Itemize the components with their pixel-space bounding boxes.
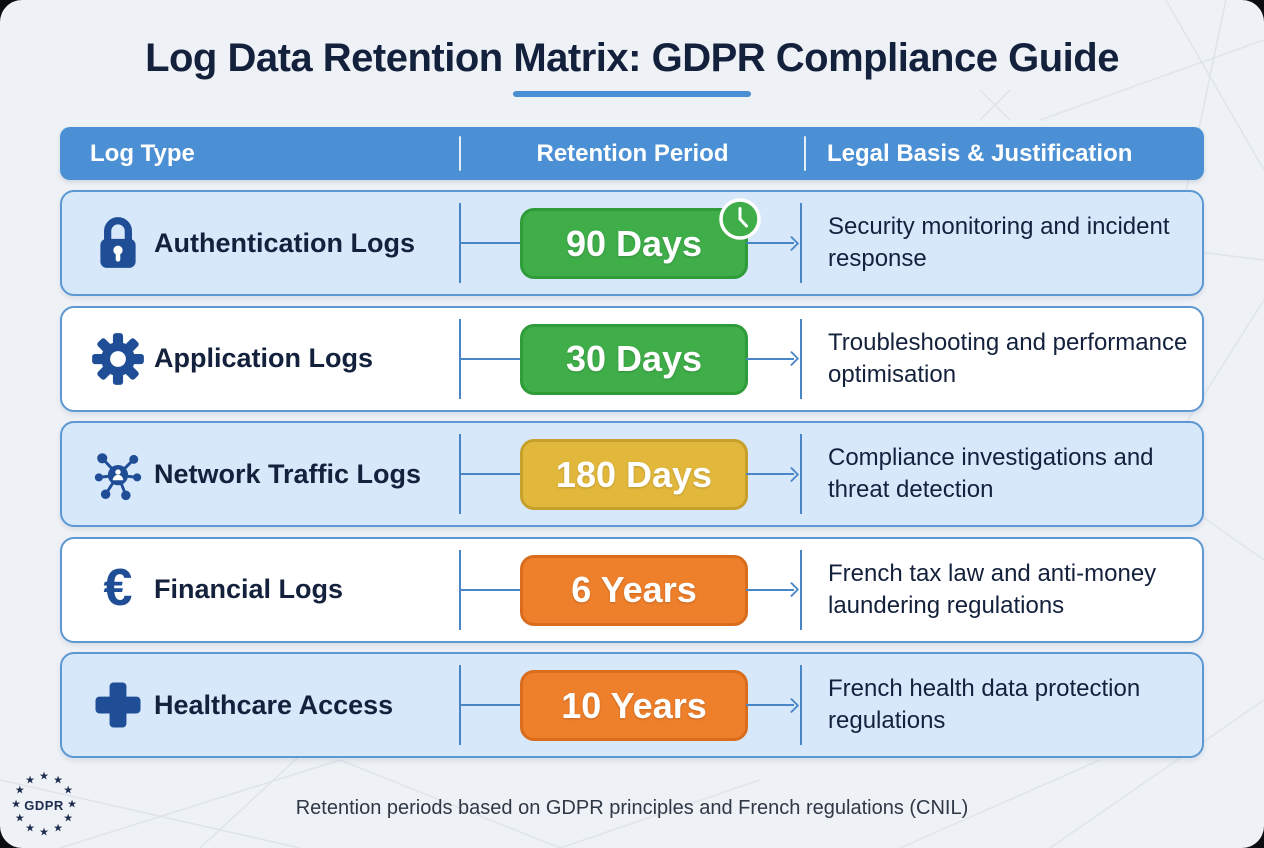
star-icon: ★ [14, 812, 25, 825]
retention-badge: 6 Years [520, 554, 748, 626]
clock-icon [719, 198, 761, 240]
arrow-right-icon [783, 466, 800, 482]
lock-icon [88, 192, 148, 294]
log-type-label: Authentication Logs [154, 227, 415, 258]
star-icon: ★ [53, 822, 63, 835]
table-row: Authentication Logs 90 Days Security mon… [60, 190, 1204, 296]
connector-line [461, 473, 520, 475]
retention-badge-label: 30 Days [565, 338, 703, 379]
star-icon: ★ [63, 812, 74, 825]
row-divider [800, 549, 802, 630]
row-divider [459, 318, 461, 399]
row-divider [459, 203, 461, 283]
gdpr-eu-stars-badge: GDPR ★ ★ ★ ★ ★ ★ ★ ★ ★ ★ ★ ★ [11, 770, 77, 839]
connector-line [746, 473, 794, 475]
footer-note: Retention periods based on GDPR principl… [295, 797, 969, 819]
connector-line [461, 242, 520, 244]
row-divider [459, 434, 461, 514]
row-divider [800, 665, 802, 745]
log-type-label: Healthcare Access [154, 689, 394, 720]
table-row: Healthcare Access 10 Years French health… [60, 652, 1204, 758]
justification-text: French health data protection regulation… [828, 675, 1141, 734]
table-body: Authentication Logs 90 Days Security mon… [60, 190, 1204, 758]
connector-line [746, 588, 794, 591]
retention-badge-label: 10 Years [561, 684, 707, 726]
connector-line [746, 357, 794, 360]
retention-badge: 90 Days [520, 208, 748, 279]
cross-icon [88, 654, 148, 756]
network-icon [88, 423, 148, 525]
star-icon: ★ [25, 822, 35, 835]
header-separator [804, 136, 806, 171]
retention-badge-label: 6 Years [571, 569, 697, 610]
table-header-row: Log Type Retention Period Legal Basis & … [60, 127, 1204, 180]
justification-text: Troubleshooting and performance optimisa… [828, 328, 1188, 388]
retention-badge-label: 90 Days [565, 222, 703, 264]
arrow-right-icon [783, 235, 800, 251]
connector-line [461, 357, 520, 360]
star-icon: ★ [11, 798, 21, 811]
retention-badge-label: 180 Days [555, 453, 713, 495]
star-icon: ★ [63, 784, 74, 797]
column-header-legal-basis: Legal Basis & Justification [827, 139, 1133, 167]
page-title: Log Data Retention Matrix: GDPR Complian… [145, 36, 1119, 80]
log-type-label: Application Logs [154, 343, 373, 373]
row-divider [800, 434, 802, 514]
title-underline [513, 91, 751, 97]
row-divider [800, 203, 802, 283]
gear-icon [88, 308, 148, 410]
retention-badge: 30 Days [520, 323, 748, 395]
star-icon: ★ [53, 774, 63, 787]
star-icon: ★ [25, 774, 35, 787]
euro-icon: € [88, 539, 148, 641]
justification-text: Security monitoring and incident respons… [828, 213, 1170, 272]
star-icon: ★ [39, 770, 49, 783]
log-type-label: Network Traffic Logs [154, 458, 422, 489]
star-icon: ★ [39, 826, 49, 839]
justification-text: French tax law and anti-money laundering… [828, 559, 1157, 619]
star-icon: ★ [14, 784, 25, 797]
column-header-retention-period: Retention Period [536, 139, 729, 167]
log-type-label: Financial Logs [154, 574, 344, 604]
arrow-right-icon [783, 350, 800, 367]
retention-badge: 180 Days [520, 439, 748, 510]
retention-badge: 10 Years [520, 670, 748, 741]
table-row: Application Logs 30 Days Troubleshooting… [60, 305, 1204, 412]
row-divider [459, 549, 461, 630]
svg-text:€: € [104, 563, 133, 617]
connector-line [461, 704, 520, 706]
star-icon: ★ [67, 798, 77, 811]
justification-text: Compliance investigations and threat det… [828, 444, 1154, 503]
table-row: € Financial Logs 6 Years French tax law … [60, 536, 1204, 643]
connector-line [746, 704, 794, 706]
column-header-log-type: Log Type [90, 139, 195, 167]
connector-line [746, 242, 794, 244]
table-row: Network Traffic Logs 180 Days Compliance… [60, 421, 1204, 527]
gdpr-badge-label: GDPR [24, 797, 64, 813]
connector-line [461, 588, 520, 591]
header-separator [459, 136, 461, 171]
row-divider [800, 318, 802, 399]
row-divider [459, 665, 461, 745]
arrow-right-icon [783, 581, 800, 598]
arrow-right-icon [783, 697, 800, 713]
